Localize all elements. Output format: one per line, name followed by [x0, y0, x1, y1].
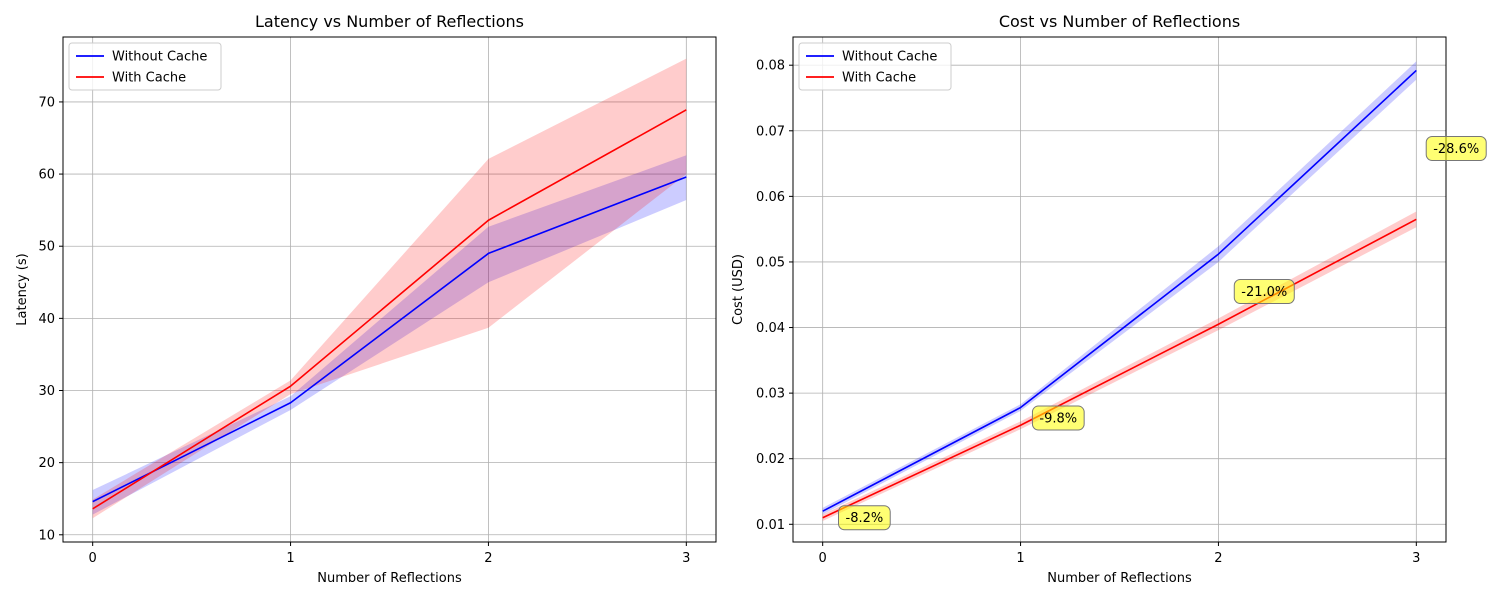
y-tick-label: 70	[38, 95, 55, 110]
annotation-box	[838, 505, 891, 531]
chart-1-axes-frame	[62, 36, 717, 543]
y-tick-label: 40	[38, 312, 55, 327]
annotation-box	[1233, 278, 1295, 304]
series-line-with-cache	[822, 218, 1417, 519]
chart-2-y-axis-label: Cost (USD)	[731, 254, 746, 325]
x-tick-label: 2	[1214, 551, 1222, 566]
legend-box	[68, 42, 222, 91]
x-tick-label: 2	[484, 551, 492, 566]
y-tick-label: 0.02	[756, 452, 785, 467]
x-tick-label: 0	[819, 551, 827, 566]
x-tick-label: 3	[682, 551, 690, 566]
legend-label: With Cache	[112, 71, 186, 86]
chart-2-x-axis-label: Number of Reflections	[1047, 571, 1192, 586]
annotation-box	[1031, 405, 1085, 431]
series-line-with-cache	[92, 109, 687, 510]
annotation-text: -21.0%	[1241, 285, 1287, 300]
chart-1-x-axis-label: Number of Reflections	[317, 571, 462, 586]
legend-label: With Cache	[842, 71, 916, 86]
chart-1-legend: Without Cache With Cache	[68, 42, 222, 91]
y-tick-label: 20	[38, 456, 55, 471]
y-tick-label: 0.05	[756, 255, 785, 270]
chart-2-axes-frame	[792, 36, 1447, 543]
chart-1: 0 1 2 3 10 20 30 40 50 60 70 Latency vs Number of R…	[15, 12, 717, 586]
x-tick-label: 3	[1412, 551, 1420, 566]
y-tick-label: 0.07	[756, 124, 785, 139]
y-tick-label: 10	[38, 528, 55, 543]
band-with-cache	[822, 211, 1417, 522]
annotation-text: -9.8%	[1039, 412, 1077, 427]
chart-2-grid	[793, 37, 1446, 542]
legend-box	[798, 42, 952, 91]
annotation-text: -28.6%	[1433, 142, 1479, 157]
band-without-cache	[822, 61, 1417, 515]
chart-2-title: Cost vs Number of Reflections	[999, 12, 1240, 31]
y-tick-label: 0.06	[756, 190, 785, 205]
annotation-badge: -8.2%	[838, 505, 891, 531]
legend-label: Without Cache	[112, 50, 207, 65]
chart-2: 0 1 2 3 0.01 0.02 0.03 0.04 0.05 0.06 0.07 0.08 Cost…	[731, 12, 1487, 586]
x-tick-label: 1	[286, 551, 294, 566]
chart-1-y-axis-label: Latency (s)	[15, 253, 30, 325]
annotation-badge: -21.0%	[1233, 278, 1295, 304]
y-tick-label: 30	[38, 384, 55, 399]
legend-label: Without Cache	[842, 50, 937, 65]
chart-2-legend: Without Cache With Cache	[798, 42, 952, 91]
y-tick-label: 0.08	[756, 59, 785, 74]
annotation-text: -8.2%	[846, 511, 884, 526]
chart-1-title: Latency vs Number of Reflections	[255, 12, 524, 31]
y-tick-label: 0.04	[756, 321, 785, 336]
series-line-without-cache	[92, 176, 687, 503]
annotation-box	[1425, 135, 1487, 161]
y-tick-label: 0.03	[756, 387, 785, 402]
y-tick-label: 50	[38, 240, 55, 255]
y-tick-label: 60	[38, 168, 55, 183]
annotation-badge: -9.8%	[1031, 405, 1085, 431]
x-tick-label: 1	[1016, 551, 1024, 566]
band-with-cache	[92, 58, 687, 519]
y-tick-label: 0.01	[756, 518, 785, 533]
annotation-badge: -28.6%	[1425, 135, 1487, 161]
series-line-without-cache	[822, 69, 1417, 512]
band-without-cache	[92, 155, 687, 515]
x-tick-label: 0	[89, 551, 97, 566]
